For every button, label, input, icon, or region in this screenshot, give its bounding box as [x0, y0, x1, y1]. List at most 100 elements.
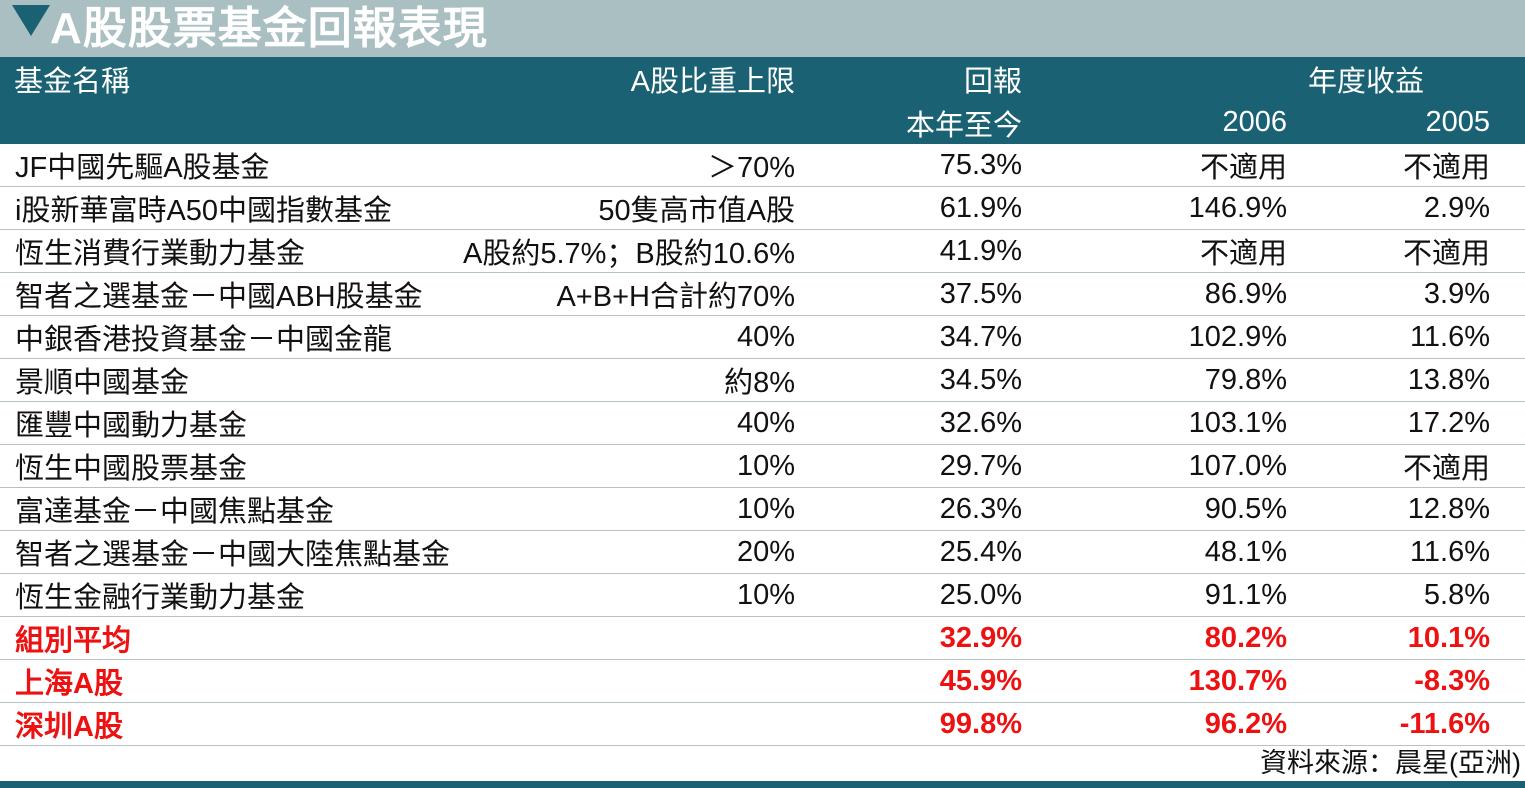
return-2006-cell: 79.8%: [1022, 358, 1287, 402]
a-share-limit-cell: ＞70%: [445, 144, 795, 187]
fund-name-cell: 組別平均: [0, 616, 445, 660]
bottom-border-rule: [0, 781, 1525, 788]
return-2006-cell: 80.2%: [1022, 616, 1287, 660]
a-share-limit-cell: 10%: [445, 444, 795, 488]
return-2005-cell: 11.6%: [1287, 315, 1491, 359]
a-share-limit-cell: 40%: [445, 315, 795, 359]
a-share-limit-cell: [445, 702, 795, 746]
col-group-return: 回報: [795, 57, 1022, 101]
return-2006-cell: 96.2%: [1022, 702, 1287, 746]
row-shanghai-a-shares: 上海A股 45.9% 130.7% -8.3%: [0, 659, 1525, 703]
ytd-return-cell: 61.9%: [795, 186, 1022, 230]
header-sub-row: 本年至今 2006 2005: [0, 101, 1525, 144]
footer-row: 資料來源：晨星(亞洲): [0, 746, 1525, 781]
return-2005-cell: 2.9%: [1287, 186, 1491, 230]
return-2005-cell: 不適用: [1287, 444, 1491, 488]
return-2006-cell: 86.9%: [1022, 272, 1287, 316]
return-2006-cell: 48.1%: [1022, 530, 1287, 574]
return-2006-cell: 103.1%: [1022, 401, 1287, 445]
table-row: 智者之選基金－中國大陸焦點基金 20% 25.4% 48.1% 11.6%: [0, 530, 1525, 574]
row-shenzhen-a-shares: 深圳A股 99.8% 96.2% -11.6%: [0, 702, 1525, 746]
a-share-limit-cell: [445, 616, 795, 660]
col-header-2005: 2005: [1287, 101, 1491, 144]
ytd-return-cell: 26.3%: [795, 487, 1022, 531]
ytd-return-cell: 41.9%: [795, 229, 1022, 273]
fund-name-cell: JF中國先驅A股基金: [0, 144, 445, 187]
return-2005-cell: 不適用: [1287, 229, 1491, 273]
return-2005-cell: -8.3%: [1287, 659, 1491, 703]
ytd-return-cell: 25.4%: [795, 530, 1022, 574]
table-row: i股新華富時A50中國指數基金 50隻高市值A股 61.9% 146.9% 2.…: [0, 186, 1525, 230]
table-row: 恆生消費行業動力基金 A股約5.7%；B股約10.6% 41.9% 不適用 不適…: [0, 229, 1525, 273]
table-row: JF中國先驅A股基金 ＞70% 75.3% 不適用 不適用: [0, 144, 1525, 187]
fund-returns-table: 基金名稱 A股比重上限 回報 年度收益 本年至今 2006 2005 JF中國先…: [0, 57, 1525, 746]
fund-name-cell: 景順中國基金: [0, 358, 445, 402]
a-share-limit-cell: 50隻高市值A股: [445, 186, 795, 230]
fund-name-cell: i股新華富時A50中國指數基金: [0, 186, 445, 230]
return-2006-cell: 不適用: [1022, 229, 1287, 273]
ytd-return-cell: 29.7%: [795, 444, 1022, 488]
return-2005-cell: 12.8%: [1287, 487, 1491, 531]
fund-name-cell: 智者之選基金－中國大陸焦點基金: [0, 530, 450, 574]
table-row: 景順中國基金 約8% 34.5% 79.8% 13.8%: [0, 358, 1525, 402]
ytd-return-cell: 34.7%: [795, 315, 1022, 359]
ytd-return-cell: 99.8%: [795, 702, 1022, 746]
table-body: JF中國先驅A股基金 ＞70% 75.3% 不適用 不適用 i股新華富時A50中…: [0, 144, 1525, 746]
col-header-2006: 2006: [1022, 101, 1287, 144]
fund-name-cell: 恆生中國股票基金: [0, 444, 445, 488]
ytd-return-cell: 75.3%: [795, 144, 1022, 187]
return-2006-cell: 107.0%: [1022, 444, 1287, 488]
row-category-average: 組別平均 32.9% 80.2% 10.1%: [0, 616, 1525, 660]
fund-name-cell: 智者之選基金－中國ABH股基金: [0, 272, 445, 316]
return-2005-cell: 13.8%: [1287, 358, 1491, 402]
table-row: 富達基金－中國焦點基金 10% 26.3% 90.5% 12.8%: [0, 487, 1525, 531]
return-2005-cell: 3.9%: [1287, 272, 1491, 316]
a-share-limit-cell: 20%: [445, 530, 795, 574]
return-2005-cell: 11.6%: [1287, 530, 1491, 574]
return-2006-cell: 91.1%: [1022, 573, 1287, 617]
a-share-limit-cell: A+B+H合計約70%: [445, 272, 795, 316]
return-2006-cell: 146.9%: [1022, 186, 1287, 230]
a-share-limit-cell: A股約5.7%；B股約10.6%: [445, 229, 795, 273]
a-share-limit-cell: 40%: [445, 401, 795, 445]
a-share-limit-cell: 約8%: [445, 358, 795, 402]
fund-name-cell: 恆生金融行業動力基金: [0, 573, 445, 617]
col-header-a-share-limit: A股比重上限: [445, 57, 795, 101]
fund-name-cell: 深圳A股: [0, 702, 445, 746]
return-2005-cell: 5.8%: [1287, 573, 1491, 617]
return-2005-cell: 10.1%: [1287, 616, 1491, 660]
fund-name-cell: 上海A股: [0, 659, 445, 703]
ytd-return-cell: 34.5%: [795, 358, 1022, 402]
a-share-limit-cell: 10%: [445, 487, 795, 531]
table-row: 匯豐中國動力基金 40% 32.6% 103.1% 17.2%: [0, 401, 1525, 445]
header-spacer: [1490, 57, 1525, 101]
page-title: A股股票基金回報表現: [50, 4, 488, 53]
return-2005-cell: -11.6%: [1287, 702, 1491, 746]
table-row: 中銀香港投資基金－中國金龍 40% 34.7% 102.9% 11.6%: [0, 315, 1525, 359]
a-share-limit-cell: [445, 659, 795, 703]
fund-name-cell: 中銀香港投資基金－中國金龍: [0, 315, 445, 359]
col-header-ytd: 本年至今: [795, 101, 1022, 144]
a-share-limit-cell: 10%: [445, 573, 795, 617]
fund-name-cell: 恆生消費行業動力基金: [0, 229, 445, 273]
table-header: 基金名稱 A股比重上限 回報 年度收益 本年至今 2006 2005: [0, 57, 1525, 144]
ytd-return-cell: 32.6%: [795, 401, 1022, 445]
return-2006-cell: 102.9%: [1022, 315, 1287, 359]
return-2006-cell: 90.5%: [1022, 487, 1287, 531]
return-2006-cell: 不適用: [1022, 144, 1287, 187]
table-row: 恆生中國股票基金 10% 29.7% 107.0% 不適用: [0, 444, 1525, 488]
return-2006-cell: 130.7%: [1022, 659, 1287, 703]
table-row: 智者之選基金－中國ABH股基金 A+B+H合計約70% 37.5% 86.9% …: [0, 272, 1525, 316]
ytd-return-cell: 25.0%: [795, 573, 1022, 617]
fund-name-cell: 富達基金－中國焦點基金: [0, 487, 445, 531]
header-group-row: 基金名稱 A股比重上限 回報 年度收益: [0, 57, 1525, 101]
table-row: 恆生金融行業動力基金 10% 25.0% 91.1% 5.8%: [0, 573, 1525, 617]
ytd-return-cell: 45.9%: [795, 659, 1022, 703]
ytd-return-cell: 37.5%: [795, 272, 1022, 316]
return-2005-cell: 17.2%: [1287, 401, 1491, 445]
col-header-fund-name: 基金名稱: [0, 57, 445, 101]
triangle-bullet-icon: [12, 5, 50, 36]
ytd-return-cell: 32.9%: [795, 616, 1022, 660]
col-group-annual-income: 年度收益: [1022, 57, 1491, 101]
